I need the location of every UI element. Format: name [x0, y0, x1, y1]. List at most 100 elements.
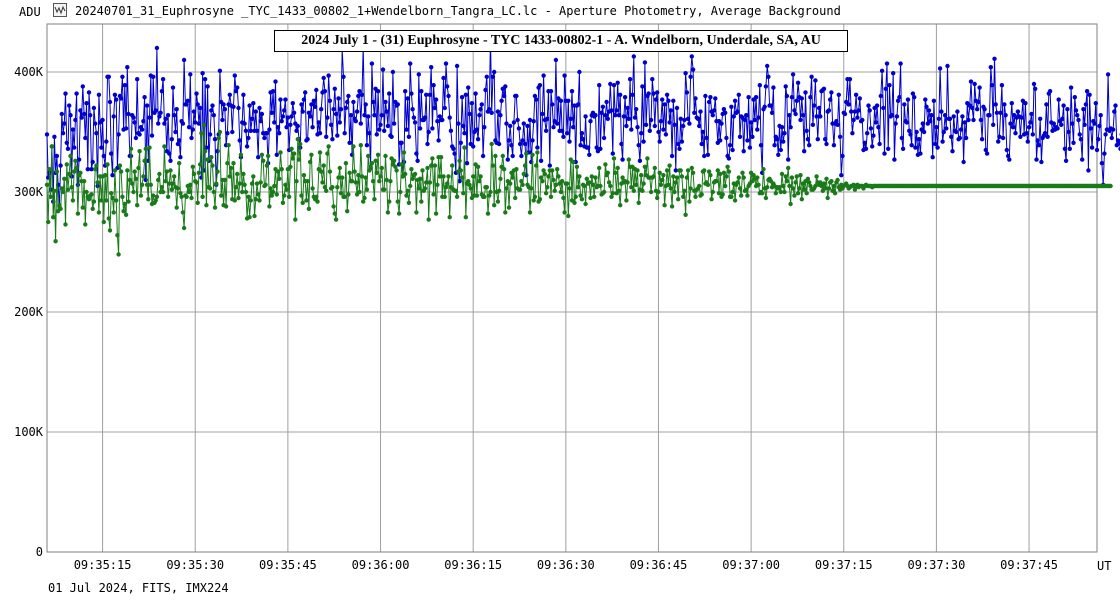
data-point	[902, 102, 907, 107]
data-point	[338, 191, 344, 196]
data-point	[388, 179, 393, 184]
data-point	[889, 113, 895, 118]
data-point	[204, 203, 209, 208]
data-point	[573, 194, 578, 199]
data-point	[850, 131, 855, 136]
data-point	[698, 109, 703, 114]
data-point	[49, 144, 55, 149]
data-point	[151, 74, 156, 80]
data-point	[89, 167, 94, 172]
lightcurve-app-icon[interactable]	[53, 3, 67, 17]
data-point	[1109, 135, 1115, 141]
data-point	[257, 198, 262, 203]
data-point	[248, 128, 253, 133]
data-point	[487, 107, 492, 112]
data-point	[73, 158, 78, 163]
data-point	[587, 180, 592, 185]
data-point	[1044, 102, 1049, 107]
data-point	[635, 125, 640, 130]
data-point	[558, 98, 564, 104]
data-point	[395, 199, 400, 204]
data-point	[684, 90, 690, 95]
data-point	[650, 77, 655, 82]
data-point	[249, 181, 255, 186]
data-point	[525, 123, 530, 129]
data-point	[576, 102, 581, 107]
data-point	[230, 129, 235, 135]
data-point	[367, 131, 372, 136]
data-point	[600, 104, 606, 110]
data-point	[151, 193, 156, 198]
data-point	[391, 158, 397, 163]
data-point	[979, 137, 985, 142]
data-point	[551, 125, 556, 130]
data-point	[655, 195, 660, 201]
data-point	[305, 179, 310, 184]
data-point	[109, 191, 114, 196]
data-point	[908, 132, 913, 137]
data-point	[660, 177, 665, 183]
data-point	[823, 137, 828, 142]
data-point	[558, 189, 564, 195]
data-point	[709, 197, 714, 202]
data-point	[521, 121, 526, 126]
data-point	[252, 213, 257, 219]
data-point	[579, 197, 585, 202]
data-point	[232, 198, 237, 203]
data-point	[913, 145, 918, 150]
data-point	[853, 92, 859, 98]
data-point	[816, 105, 822, 111]
data-point	[348, 113, 354, 118]
data-point	[735, 109, 740, 114]
data-point	[839, 173, 844, 178]
data-point	[669, 204, 675, 209]
data-point	[357, 89, 362, 94]
data-point	[184, 194, 189, 199]
data-point	[307, 159, 313, 165]
data-point	[461, 123, 466, 129]
data-point	[404, 193, 409, 198]
data-point	[120, 74, 125, 80]
data-point	[59, 186, 64, 191]
data-point	[898, 61, 903, 66]
data-point	[1015, 109, 1021, 114]
data-point	[253, 109, 258, 114]
data-point	[237, 181, 242, 186]
data-point	[639, 173, 644, 178]
data-point	[147, 145, 152, 150]
data-point	[361, 199, 366, 204]
data-point	[72, 145, 77, 150]
data-point	[831, 183, 837, 189]
data-point	[769, 110, 775, 116]
data-point	[212, 205, 218, 210]
data-point	[451, 146, 456, 151]
x-tick-label: 09:36:30	[537, 558, 595, 572]
data-point	[312, 104, 318, 110]
data-point	[955, 109, 960, 114]
data-point	[678, 116, 683, 122]
data-point	[802, 149, 807, 154]
data-point	[510, 153, 515, 159]
data-point	[111, 210, 116, 215]
data-point	[804, 191, 809, 196]
data-point	[317, 131, 323, 136]
data-point	[1051, 121, 1057, 126]
data-point	[112, 168, 118, 173]
data-point	[836, 92, 841, 98]
data-point	[94, 131, 99, 136]
data-point	[705, 152, 711, 157]
data-point	[244, 144, 250, 149]
data-point	[667, 163, 672, 168]
data-point	[514, 167, 519, 172]
data-point	[1099, 161, 1105, 166]
data-point	[242, 121, 247, 126]
data-point	[920, 121, 925, 126]
data-point	[159, 185, 165, 190]
data-point	[803, 90, 808, 95]
data-point	[477, 113, 482, 118]
data-point	[286, 194, 292, 199]
data-point	[237, 138, 242, 143]
data-point	[345, 99, 350, 105]
data-point	[372, 113, 377, 118]
